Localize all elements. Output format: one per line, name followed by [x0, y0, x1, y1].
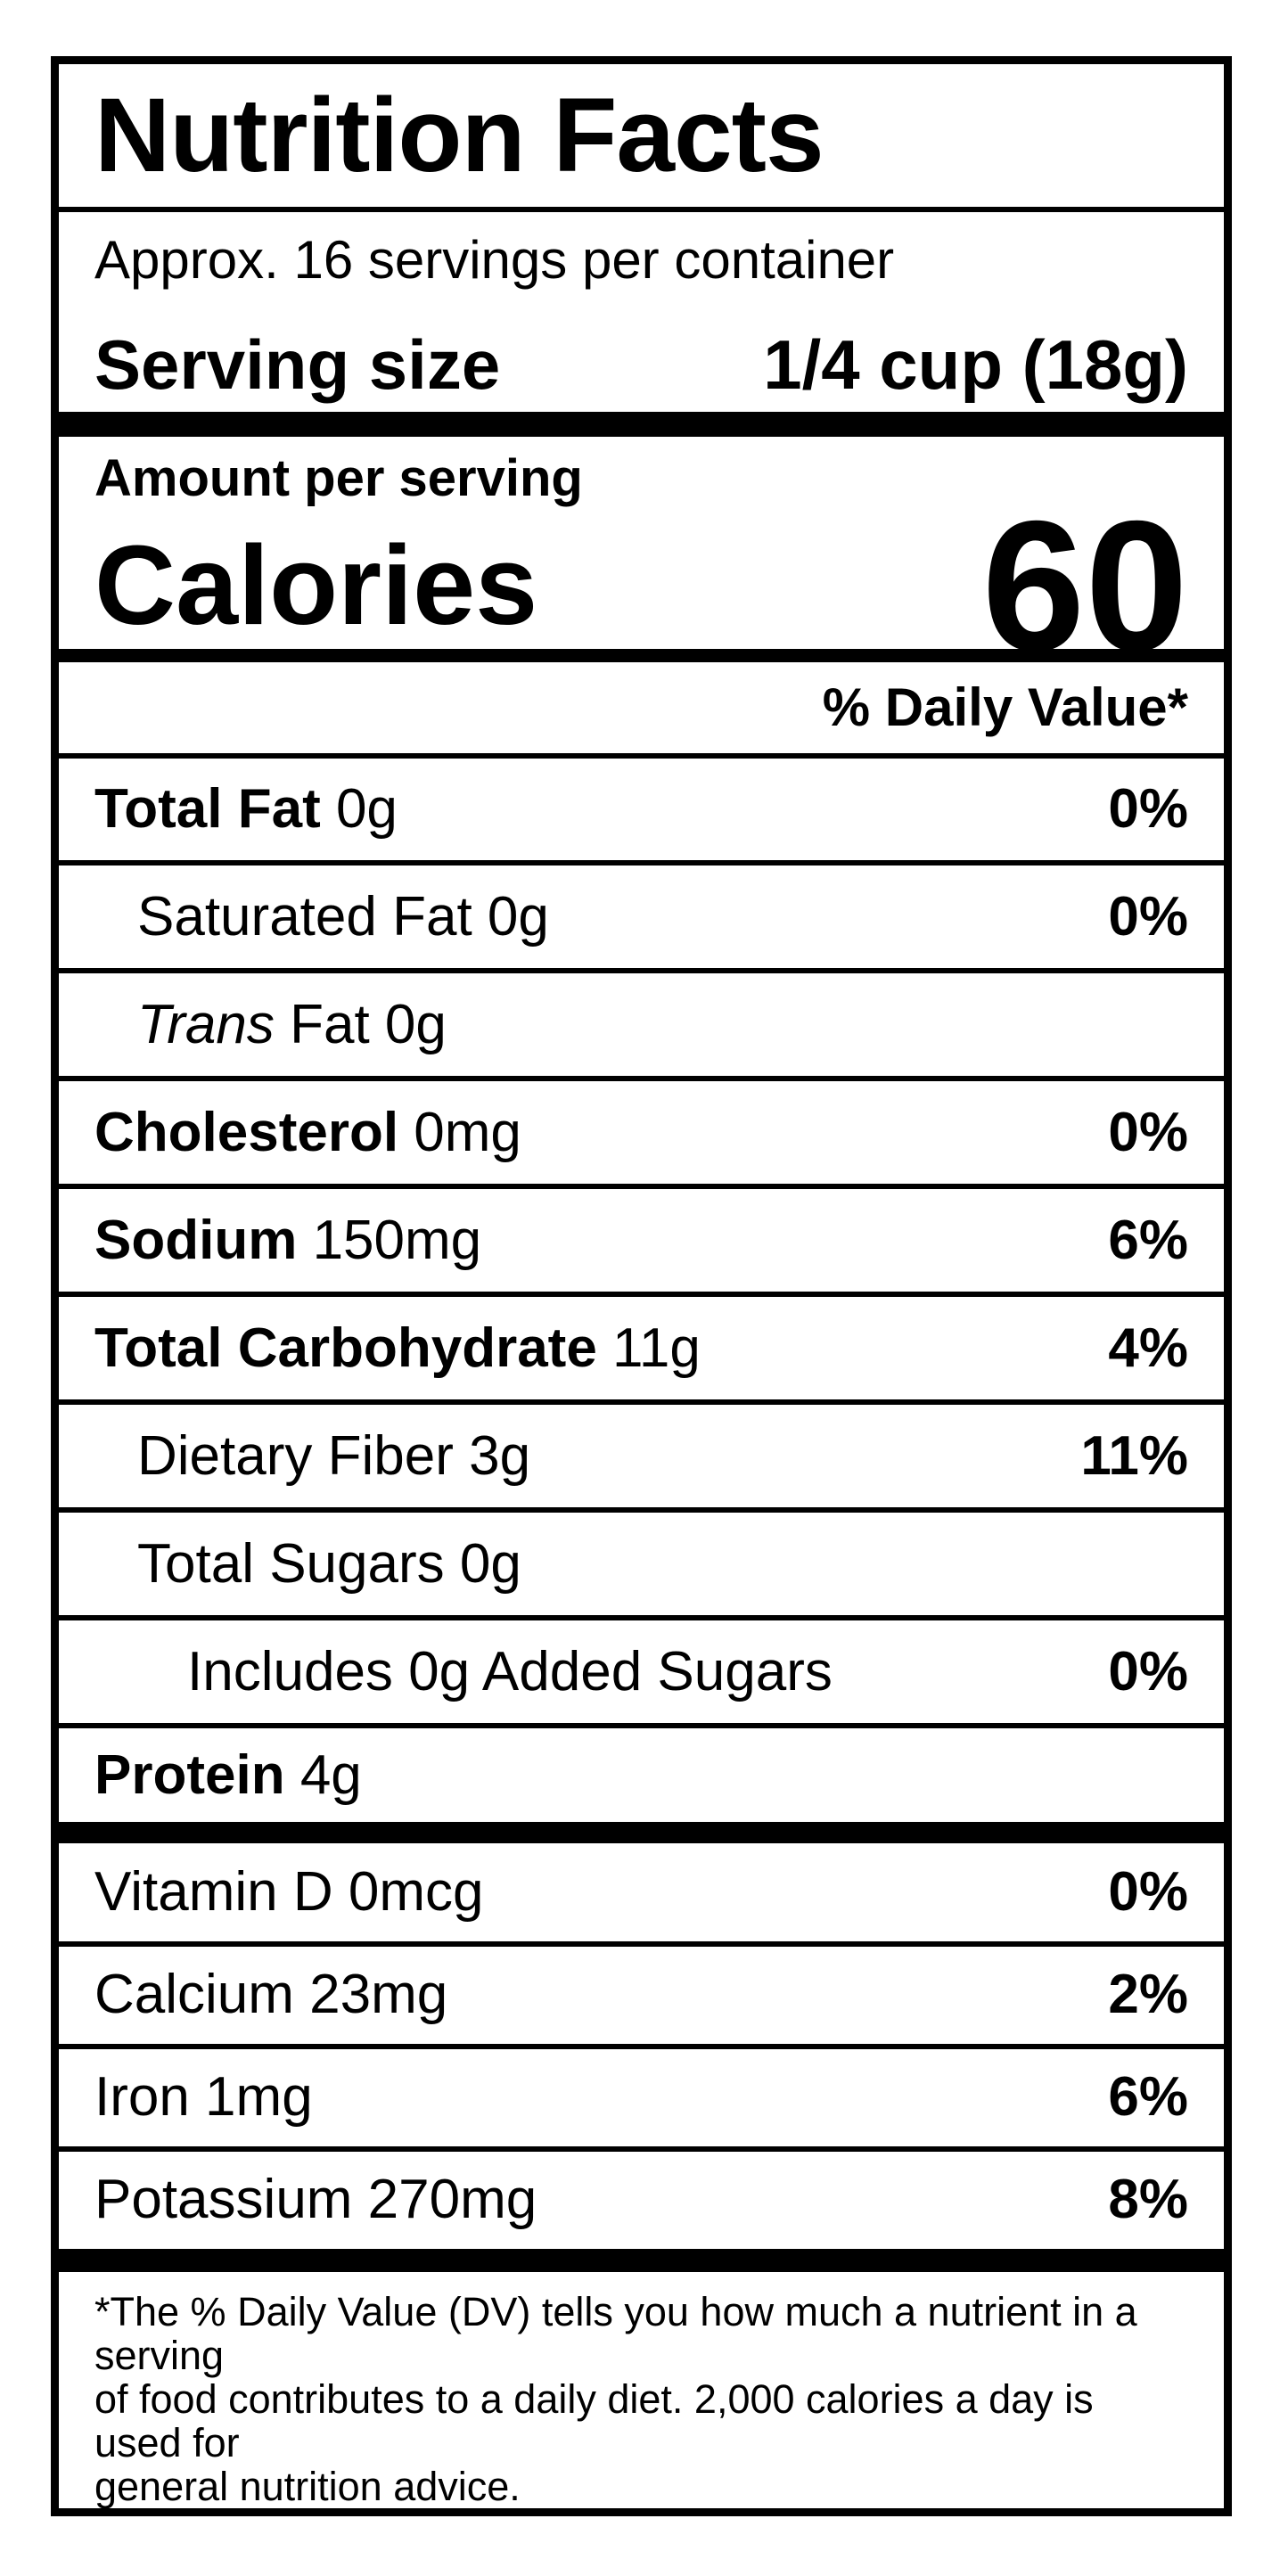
- table-row: Iron 1mg 6%: [59, 2049, 1224, 2146]
- nutrient-name: Total Carbohydrate 11g: [94, 1317, 701, 1379]
- row-divider: [59, 752, 1224, 759]
- nutrient-name: Vitamin D 0mcg: [94, 1860, 484, 1923]
- nutrient-name: Potassium 270mg: [94, 2169, 537, 2231]
- thick-bar: [59, 411, 1224, 437]
- thick-bar: [59, 2249, 1224, 2273]
- nutrient-daily-value: 6%: [1108, 2066, 1188, 2129]
- title-section: Nutrition Facts: [59, 64, 1224, 207]
- medium-bar: [59, 649, 1224, 663]
- nutrient-name: Saturated Fat 0g: [137, 885, 549, 948]
- row-divider: [59, 860, 1224, 866]
- row-divider: [59, 968, 1224, 974]
- nutrient-daily-value: 8%: [1108, 2169, 1188, 2231]
- row-divider: [59, 1940, 1224, 1947]
- calories-label: Calories: [94, 522, 538, 649]
- table-row: Saturated Fat 0g 0%: [59, 866, 1224, 968]
- serving-size-label: Serving size: [94, 324, 501, 404]
- row-divider: [59, 1399, 1224, 1406]
- row-divider: [59, 1723, 1224, 1729]
- page-title: Nutrition Facts: [94, 77, 824, 195]
- daily-value-header-row: % Daily Value*: [59, 662, 1224, 752]
- serving-info-section: Approx. 16 servings per container Servin…: [59, 212, 1224, 411]
- title-divider: [59, 207, 1224, 213]
- daily-value-header: % Daily Value*: [822, 677, 1188, 738]
- nutrient-daily-value: 2%: [1108, 1964, 1188, 2026]
- table-row: Potassium 270mg 8%: [59, 2152, 1224, 2249]
- nutrient-name: Includes 0g Added Sugars: [187, 1640, 833, 1702]
- nutrient-name: Iron 1mg: [94, 2066, 313, 2129]
- amount-per-serving-label: Amount per serving: [94, 448, 583, 507]
- nutrient-name: Sodium 150mg: [94, 1209, 482, 1271]
- nutrient-daily-value: 0%: [1108, 1101, 1188, 1163]
- serving-size-value: 1/4 cup (18g): [763, 324, 1188, 404]
- table-row: Trans Fat 0g: [59, 973, 1224, 1076]
- nutrient-daily-value: 0%: [1108, 1640, 1188, 1702]
- table-row: Calcium 23mg 2%: [59, 1947, 1224, 2044]
- nutrient-name: Protein 4g: [94, 1743, 362, 1806]
- nutrient-daily-value: 4%: [1108, 1317, 1188, 1379]
- table-row: Total Sugars 0g: [59, 1513, 1224, 1615]
- table-row: Dietary Fiber 3g 11%: [59, 1405, 1224, 1507]
- thick-bar: [59, 1822, 1224, 1844]
- nutrient-name: Dietary Fiber 3g: [137, 1424, 531, 1487]
- nutrient-name: Total Fat 0g: [94, 777, 398, 840]
- nutrient-daily-value: 0%: [1108, 1860, 1188, 1923]
- nutrient-name: Calcium 23mg: [94, 1964, 448, 2026]
- row-divider: [59, 1076, 1224, 1082]
- calories-section: Amount per serving Calories 60: [59, 437, 1224, 679]
- row-divider: [59, 2145, 1224, 2152]
- row-divider: [59, 1615, 1224, 1621]
- row-divider: [59, 2043, 1224, 2049]
- servings-per-container: Approx. 16 servings per container: [94, 230, 895, 291]
- table-row: Protein 4g: [59, 1728, 1224, 1822]
- nutrient-name: Cholesterol 0mg: [94, 1101, 521, 1163]
- table-row: Total Fat 0g 0%: [59, 759, 1224, 861]
- nutrition-facts-label: Nutrition Facts Approx. 16 servings per …: [51, 56, 1232, 2516]
- nutrient-daily-value: 11%: [1080, 1424, 1188, 1487]
- nutrient-daily-value: 0%: [1108, 885, 1188, 948]
- nutrient-daily-value: 0%: [1108, 777, 1188, 840]
- table-row: Vitamin D 0mcg 0%: [59, 1843, 1224, 1940]
- table-row: Includes 0g Added Sugars 0%: [59, 1620, 1224, 1723]
- nutrient-name: Trans Fat 0g: [137, 993, 447, 1055]
- row-divider: [59, 1292, 1224, 1298]
- calories-value: 60: [981, 483, 1188, 691]
- row-divider: [59, 1184, 1224, 1190]
- table-row: Sodium 150mg 6%: [59, 1189, 1224, 1292]
- table-row: Total Carbohydrate 11g 4%: [59, 1297, 1224, 1399]
- daily-value-footnote: *The % Daily Value (DV) tells you how mu…: [94, 2289, 1137, 2510]
- row-divider: [59, 1507, 1224, 1514]
- nutrient-name: Total Sugars 0g: [137, 1532, 521, 1595]
- nutrient-daily-value: 6%: [1108, 1209, 1188, 1271]
- table-row: Cholesterol 0mg 0%: [59, 1081, 1224, 1184]
- serving-size-row: Serving size 1/4 cup (18g): [94, 330, 1188, 399]
